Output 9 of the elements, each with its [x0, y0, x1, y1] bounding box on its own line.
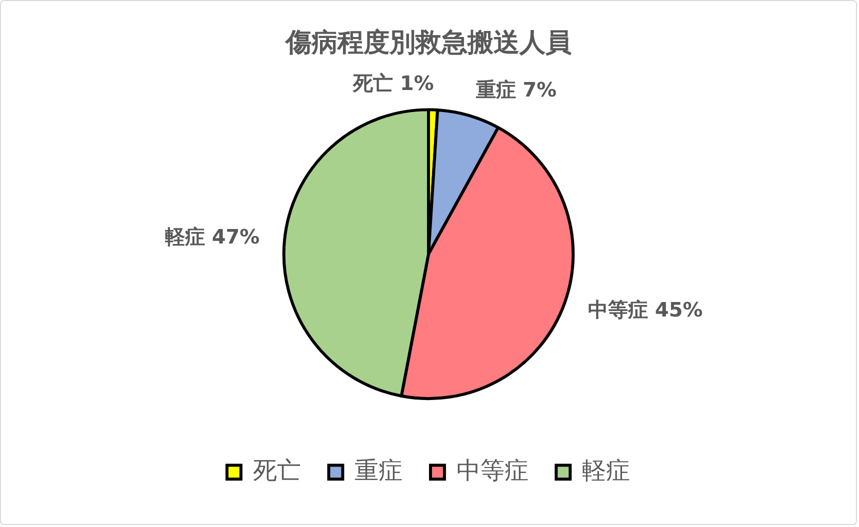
data-label: 中等症 45%: [588, 298, 703, 322]
legend-label: 重症: [354, 456, 403, 484]
legend-label: 死亡: [252, 456, 301, 484]
data-label: 軽症 47%: [164, 225, 260, 248]
legend-label: 中等症: [456, 456, 528, 484]
data-label: 死亡 1%: [352, 72, 434, 96]
data-label: 重症 7%: [474, 78, 557, 102]
legend-label: 軽症: [582, 456, 630, 484]
chart-title: 傷病程度別救急搬送人員: [284, 28, 572, 58]
